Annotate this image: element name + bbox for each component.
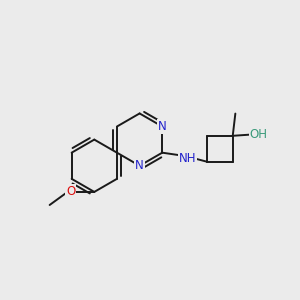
Text: NH: NH <box>179 152 196 165</box>
Text: OH: OH <box>250 128 268 141</box>
Text: N: N <box>135 159 144 172</box>
Text: O: O <box>66 185 75 198</box>
Text: N: N <box>158 120 167 133</box>
